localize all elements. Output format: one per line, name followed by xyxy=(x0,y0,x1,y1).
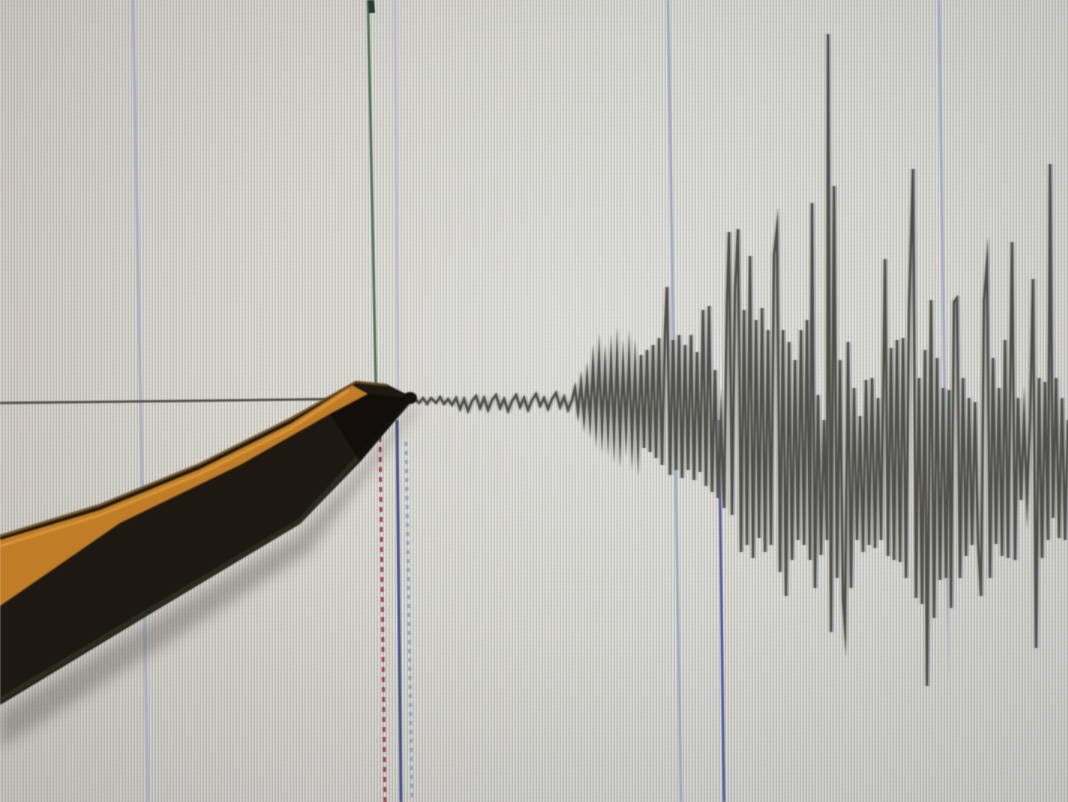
grid-line-lavender xyxy=(393,0,400,401)
grid-line-lightblue-dotted xyxy=(404,441,414,802)
pencil-lower-edge-sheen xyxy=(0,398,413,703)
pencil-shadow xyxy=(0,404,416,748)
pencil-cone-shading xyxy=(330,394,414,462)
pencil-body xyxy=(0,381,414,705)
pencil-graphite-tip xyxy=(403,392,417,404)
pencil-paint-highlight xyxy=(0,389,350,548)
grid-line-navy-left xyxy=(395,419,403,802)
grid-line-green-top-cap xyxy=(368,0,375,14)
grid-line-navy-right xyxy=(717,419,726,802)
pencil-group xyxy=(0,380,417,748)
seismogram-trace-fringe xyxy=(412,33,1068,687)
pencil-paint-yellow xyxy=(0,385,368,606)
pencil-top-edge xyxy=(0,380,388,538)
grid-line-green xyxy=(366,0,378,393)
grid-line-blue-right xyxy=(937,0,951,701)
seismogram-trace xyxy=(414,33,1068,687)
grid-line-red-dotted xyxy=(378,436,387,802)
